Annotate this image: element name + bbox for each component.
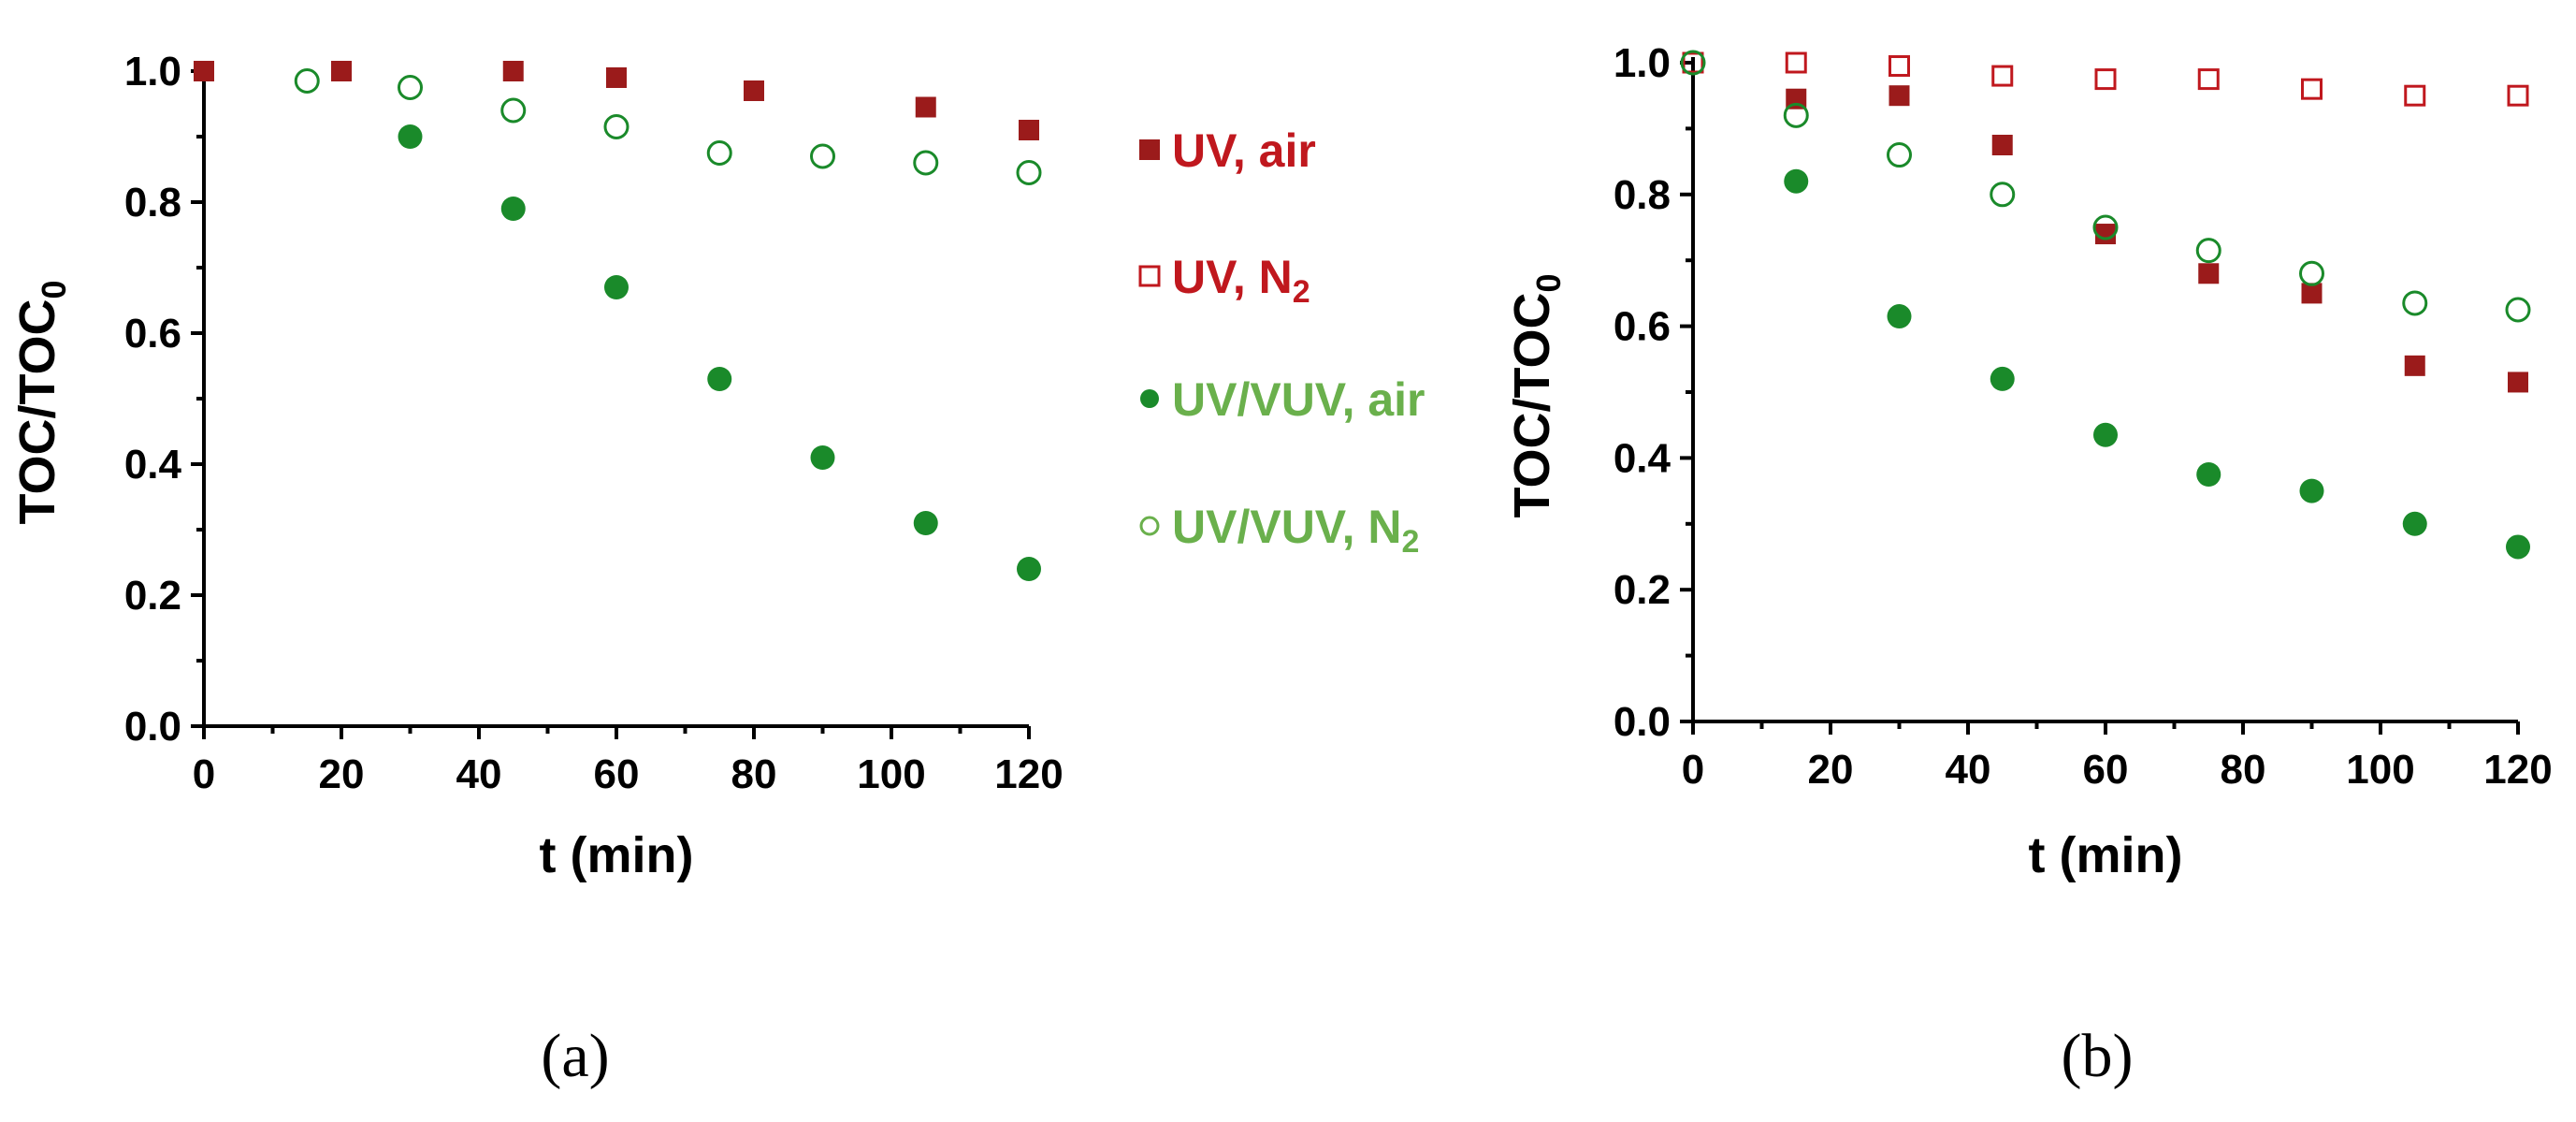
- x-axis-title: t (min): [2029, 827, 2183, 883]
- data-point: [500, 97, 527, 124]
- legend: UV, air UV, N2 UV/VUV, air UV/VUV, N2: [1138, 124, 1425, 560]
- data-point: [1887, 142, 1912, 168]
- x-tick-label: 40: [456, 751, 502, 797]
- x-tick-label: 0: [193, 751, 215, 797]
- data-point: [194, 61, 214, 81]
- data-point: [2195, 238, 2221, 264]
- data-point: [915, 96, 936, 118]
- data-point: [1889, 85, 1910, 107]
- data-point: [810, 445, 835, 470]
- data-point: [398, 124, 423, 149]
- data-point: [1991, 65, 2014, 87]
- x-tick-label: 60: [2083, 747, 2129, 793]
- x-tick-label: 120: [994, 751, 1063, 797]
- data-point: [398, 75, 423, 100]
- data-point: [1785, 51, 1807, 74]
- data-point: [810, 143, 835, 169]
- y-tick-label: 0.2: [124, 573, 181, 619]
- y-axis-title: TOC/TOC0: [9, 280, 73, 524]
- data-point: [1019, 120, 1039, 140]
- data-point: [2198, 263, 2220, 284]
- legend-label: UV, air: [1172, 124, 1316, 177]
- data-point: [2505, 297, 2531, 323]
- y-tick-label: 1.0: [1614, 40, 1671, 86]
- x-tick-label: 20: [319, 751, 365, 797]
- data-point: [1016, 160, 1042, 185]
- data-point: [1680, 50, 1706, 76]
- x-tick-label: 100: [857, 751, 925, 797]
- panel-b-label: (b): [2062, 1022, 2134, 1090]
- x-tick-label: 120: [2483, 747, 2552, 793]
- data-point: [2506, 534, 2530, 560]
- panel-b-plot: 0 20 40 60 80 100 120 0.0 0.2 0.4 0.6 0.8 1.0 t (min)…: [1504, 40, 2553, 883]
- data-point: [913, 150, 939, 176]
- legend-marker: [1139, 139, 1160, 160]
- x-tick-label: 100: [2346, 747, 2414, 793]
- data-point: [706, 140, 732, 166]
- y-tick-label: 1.0: [124, 49, 181, 95]
- data-point: [331, 61, 352, 81]
- x-tick-label: 40: [1946, 747, 1991, 793]
- data-point: [2094, 68, 2117, 91]
- data-point: [1990, 366, 2015, 391]
- data-point: [2299, 478, 2324, 503]
- x-tick-label: 60: [594, 751, 640, 797]
- y-tick-label: 0.6: [1614, 304, 1671, 350]
- data-point: [2092, 214, 2119, 240]
- data-point: [707, 367, 732, 391]
- data-point: [1783, 102, 1809, 128]
- panel-a-label: (a): [541, 1022, 609, 1090]
- data-point: [913, 511, 938, 535]
- y-tick-label: 0.8: [1614, 172, 1671, 218]
- x-axis-title: t (min): [540, 827, 694, 883]
- data-point: [2197, 68, 2220, 91]
- y-tick-label: 0.6: [124, 311, 181, 357]
- y-tick-label: 0.0: [124, 704, 181, 750]
- data-point: [2404, 84, 2426, 107]
- y-tick-label: 0.4: [124, 442, 182, 488]
- data-point: [2508, 372, 2528, 393]
- y-tick-label: 0.4: [1614, 435, 1672, 481]
- y-tick-label: 0.2: [1614, 567, 1671, 613]
- data-point: [1887, 304, 1912, 329]
- y-tick-label: 0.0: [1614, 699, 1671, 745]
- data-point: [1682, 51, 1704, 74]
- data-point: [1017, 557, 1041, 581]
- legend-label: UV/VUV, air: [1172, 373, 1425, 426]
- x-tick-label: 80: [731, 751, 777, 797]
- legend-label: UV, N2: [1172, 251, 1310, 310]
- data-point: [1889, 55, 1910, 78]
- data-point: [2299, 260, 2324, 286]
- data-point: [606, 67, 627, 88]
- data-point: [604, 275, 629, 299]
- data-point: [1784, 168, 1809, 194]
- legend-marker: [1140, 389, 1159, 408]
- data-point: [502, 61, 524, 81]
- data-point: [744, 80, 764, 101]
- data-point: [2093, 422, 2118, 447]
- legend-marker: [1138, 265, 1161, 287]
- legend-label: UV/VUV, N2: [1172, 501, 1419, 560]
- data-point: [603, 114, 630, 139]
- data-point: [294, 68, 320, 94]
- data-point: [2507, 84, 2529, 107]
- data-point: [2196, 462, 2221, 487]
- data-point: [1991, 135, 2013, 155]
- legend-marker: [1139, 516, 1160, 536]
- data-point: [1990, 182, 2016, 208]
- data-point: [2404, 355, 2425, 376]
- data-point: [2301, 283, 2323, 304]
- x-tick-label: 20: [1808, 747, 1854, 793]
- data-point: [2301, 78, 2323, 100]
- data-point: [2402, 290, 2428, 316]
- y-axis-title: TOC/TOC0: [1504, 273, 1568, 517]
- x-tick-label: 80: [2221, 747, 2266, 793]
- panel-a-plot: 0 20 40 60 80 100 120 0.0 0.2 0.4 0.6 0.8 1.0 t (min)…: [9, 49, 1064, 883]
- data-point: [2095, 224, 2116, 245]
- x-tick-label: 0: [1682, 747, 1704, 793]
- data-point: [500, 197, 526, 221]
- y-tick-label: 0.8: [124, 180, 181, 226]
- data-point: [2402, 511, 2427, 536]
